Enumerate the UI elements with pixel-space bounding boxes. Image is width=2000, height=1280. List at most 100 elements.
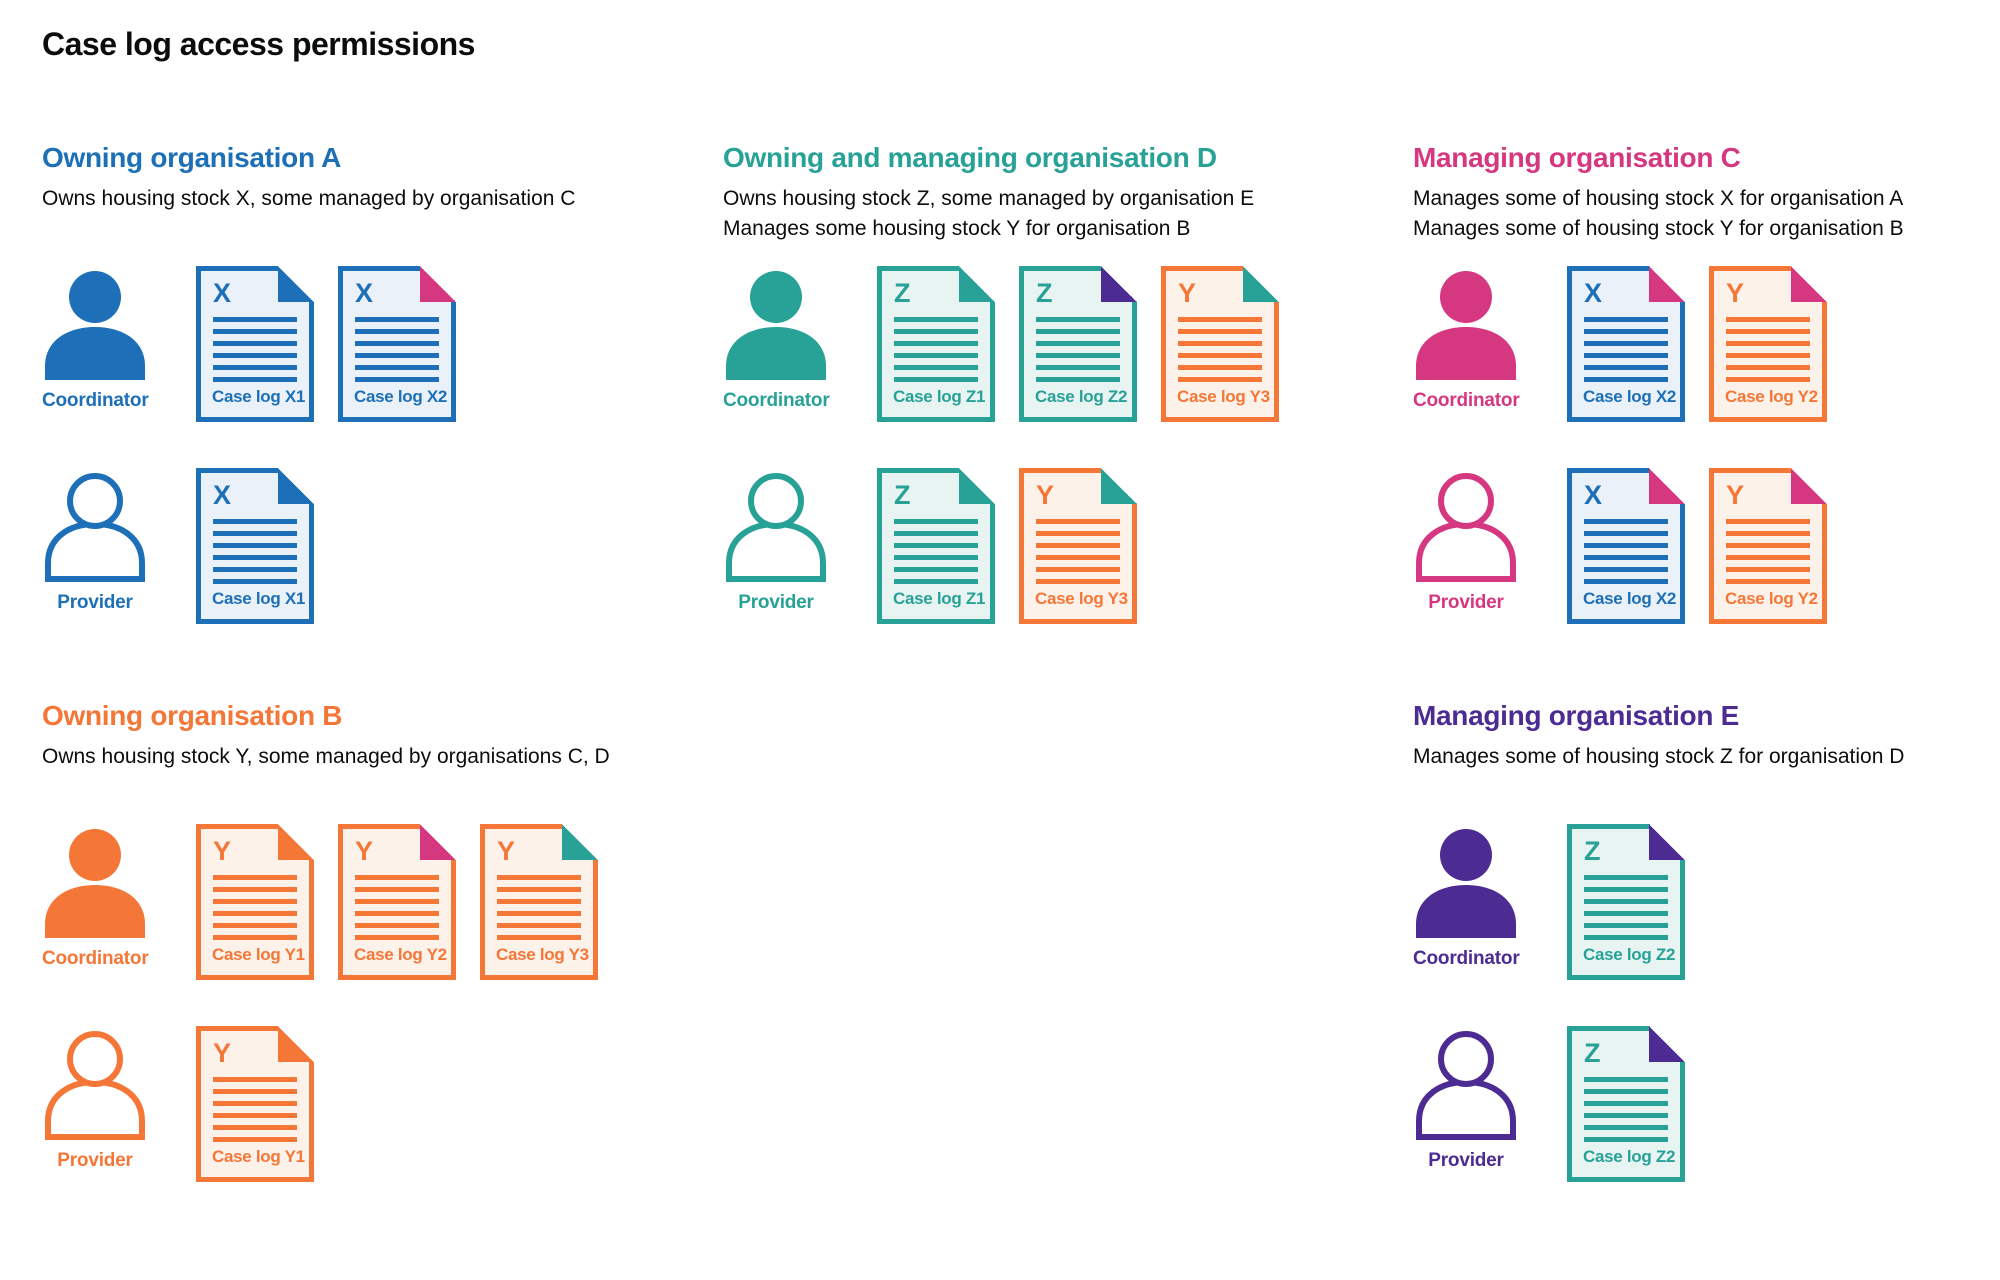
doc-stock-letter: Y <box>355 836 373 866</box>
coordinator-person-icon <box>45 829 145 938</box>
person-role-label: Coordinator <box>1413 390 1520 411</box>
section-description-line: Owns housing stock Y, some managed by or… <box>42 745 610 768</box>
coordinator-person: Coordinator <box>42 824 149 970</box>
doc-folded-corner <box>278 266 314 302</box>
doc-text-lines <box>213 317 297 382</box>
doc-text-lines <box>1726 317 1810 382</box>
doc-text-line <box>355 317 439 322</box>
doc-text-line <box>1584 519 1668 524</box>
provider-row: Provider Y Case log Y1 <box>42 1026 662 1182</box>
doc-text-line <box>894 543 978 548</box>
doc-text-line <box>1584 935 1668 940</box>
doc-text-line <box>1584 899 1668 904</box>
doc-stock-letter: X <box>1584 278 1602 308</box>
provider-person-icon <box>1416 1031 1516 1140</box>
case-log-document: Y Case log Y3 <box>1161 266 1279 422</box>
doc-label: Case log Y1 <box>212 1147 305 1166</box>
coordinator-person-icon <box>45 271 145 380</box>
doc-text-line <box>355 875 439 880</box>
section-org-e: Managing organisation E Manages some of h… <box>1413 700 2000 1182</box>
doc-label: Case log Y2 <box>354 945 447 964</box>
case-log-documents: X Case log X1 X Case log X2 <box>196 266 456 422</box>
doc-text-lines <box>1584 875 1668 940</box>
page-title: Case log access permissions <box>42 26 475 62</box>
doc-text-line <box>1584 1125 1668 1130</box>
doc-folded-corner <box>1791 468 1827 504</box>
person-role-label: Coordinator <box>723 390 830 411</box>
coordinator-person-icon <box>726 271 826 380</box>
person-role-label: Provider <box>57 592 133 613</box>
permission-rows: Coordinator Y Case log Y1 Y Case log Y2 Y Case… <box>42 824 662 1182</box>
case-log-document: Y Case log Y3 <box>1019 468 1137 624</box>
case-log-documents: Z Case log Z2 <box>1567 824 1685 980</box>
coordinator-person: Coordinator <box>1413 266 1520 412</box>
doc-text-line <box>1584 555 1668 560</box>
doc-label: Case log Z2 <box>1583 945 1676 964</box>
section-description-line: Manages some of housing stock Z for orga… <box>1413 745 1905 768</box>
coordinator-row: Coordinator Z Case log Z1 Z Case log Z2 Y Case… <box>723 266 1343 422</box>
person-role-label: Provider <box>1428 1150 1504 1171</box>
doc-text-line <box>1726 579 1810 584</box>
doc-text-line <box>1178 377 1262 382</box>
doc-text-lines <box>1726 519 1810 584</box>
doc-text-lines <box>213 875 297 940</box>
person-role-label: Provider <box>738 592 814 613</box>
case-log-document: Y Case log Y3 <box>480 824 598 980</box>
doc-label: Case log X2 <box>1583 589 1677 608</box>
doc-text-line <box>355 887 439 892</box>
doc-text-line <box>894 353 978 358</box>
doc-text-line <box>497 899 581 904</box>
doc-stock-letter: Z <box>894 278 911 308</box>
doc-text-line <box>355 935 439 940</box>
section-description-line: Manages some of housing stock Y for orga… <box>1413 217 1904 240</box>
case-log-document: Z Case log Z1 <box>877 266 995 422</box>
doc-folded-corner <box>1101 468 1137 504</box>
doc-label: Case log Y2 <box>1725 387 1818 406</box>
coordinator-row: Coordinator Z Case log Z2 <box>1413 824 2000 980</box>
doc-text-line <box>1036 579 1120 584</box>
provider-person: Provider <box>42 1026 148 1172</box>
doc-text-line <box>213 353 297 358</box>
section-heading: Managing organisation C <box>1413 142 1741 173</box>
provider-person-icon <box>45 473 145 582</box>
doc-text-line <box>355 911 439 916</box>
doc-text-line <box>1584 377 1668 382</box>
doc-text-lines <box>497 875 581 940</box>
doc-folded-corner <box>1649 824 1685 860</box>
doc-text-line <box>1726 341 1810 346</box>
doc-text-line <box>1178 317 1262 322</box>
case-log-document: Y Case log Y2 <box>338 824 456 980</box>
doc-folded-corner <box>959 468 995 504</box>
provider-person: Provider <box>42 468 148 614</box>
doc-folded-corner <box>1101 266 1137 302</box>
doc-folded-corner <box>1649 1026 1685 1062</box>
doc-text-lines <box>355 317 439 382</box>
person-role-label: Provider <box>57 1150 133 1171</box>
provider-person: Provider <box>723 468 829 614</box>
doc-text-line <box>497 875 581 880</box>
coordinator-row: Coordinator X Case log X2 Y Case log Y2 <box>1413 266 2000 422</box>
doc-text-line <box>894 567 978 572</box>
doc-text-line <box>894 329 978 334</box>
coordinator-row: Coordinator Y Case log Y1 Y Case log Y2 Y Case… <box>42 824 662 980</box>
doc-text-line <box>1584 1101 1668 1106</box>
section-description: Owns housing stock X, some managed by or… <box>42 184 662 248</box>
doc-text-line <box>213 1125 297 1130</box>
doc-label: Case log X2 <box>1583 387 1677 406</box>
case-log-document: Y Case log Y2 <box>1709 468 1827 624</box>
doc-stock-letter: Y <box>1036 480 1054 510</box>
doc-folded-corner <box>1243 266 1279 302</box>
doc-text-line <box>213 923 297 928</box>
doc-text-line <box>1178 329 1262 334</box>
doc-text-lines <box>1036 317 1120 382</box>
section-description-line: Owns housing stock Z, some managed by or… <box>723 187 1255 210</box>
doc-text-lines <box>355 875 439 940</box>
doc-folded-corner <box>420 266 456 302</box>
doc-text-line <box>213 329 297 334</box>
case-log-document: Y Case log Y2 <box>1709 266 1827 422</box>
doc-text-line <box>894 365 978 370</box>
doc-text-line <box>1726 329 1810 334</box>
provider-person: Provider <box>1413 468 1519 614</box>
doc-text-line <box>1036 519 1120 524</box>
doc-text-line <box>1584 567 1668 572</box>
